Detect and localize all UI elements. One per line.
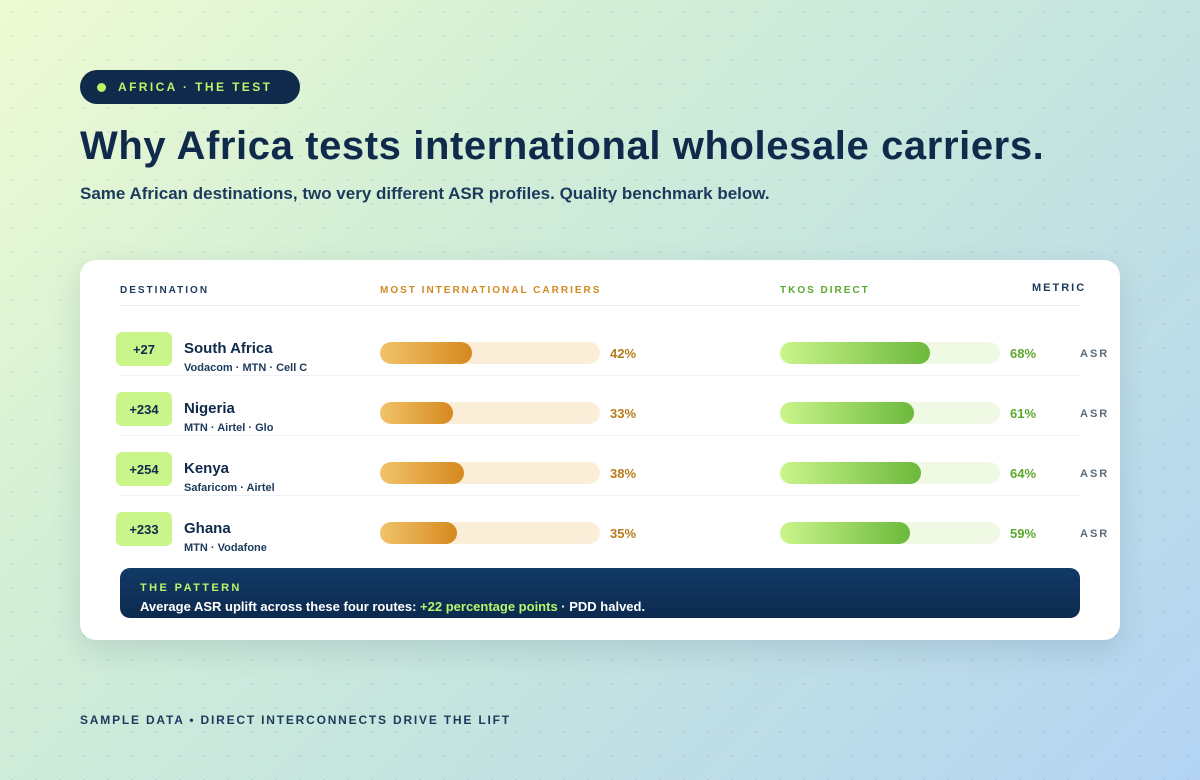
tkos-direct-value: 61%	[1010, 406, 1037, 421]
operator-list: MTN · Airtel · Glo	[184, 422, 274, 434]
country-code-badge: +233	[116, 512, 172, 546]
most-carriers-bar-track	[380, 402, 600, 424]
metric-label: ASR	[1080, 468, 1110, 480]
tkos-direct-bar	[780, 522, 910, 544]
metric-label: ASR	[1080, 348, 1110, 360]
most-carriers-bar	[380, 402, 453, 424]
header-tkos-direct: TKOS DIRECT	[780, 285, 870, 296]
tkos-direct-bar-track	[780, 402, 1000, 424]
operator-list: Safaricom · Airtel	[184, 482, 275, 494]
tkos-direct-value: 68%	[1010, 346, 1037, 361]
footer-note: SAMPLE DATA • DIRECT INTERCONNECTS DRIVE…	[80, 713, 511, 727]
most-carriers-value: 35%	[610, 526, 637, 541]
operator-list: Vodacom · MTN · Cell C	[184, 362, 308, 374]
tkos-direct-bar-track	[780, 522, 1000, 544]
country-name: South Africa	[184, 340, 273, 357]
table-row: +233 Ghana MTN · Vodafone 35% 59% ASR	[80, 506, 1120, 566]
country-name: Kenya	[184, 460, 230, 477]
pattern-text: Average ASR uplift across these four rou…	[140, 599, 645, 614]
pattern-banner: THE PATTERN Average ASR uplift across th…	[120, 568, 1080, 618]
country-code-badge: +254	[116, 452, 172, 486]
country-name: Nigeria	[184, 400, 235, 417]
tkos-direct-bar-track	[780, 462, 1000, 484]
pattern-label: THE PATTERN	[140, 582, 242, 594]
most-carriers-bar	[380, 462, 464, 484]
benchmark-card: DESTINATION MOST INTERNATIONAL CARRIERS …	[80, 260, 1120, 640]
section-badge: AFRICA · THE TEST	[80, 70, 300, 104]
tkos-direct-bar	[780, 402, 915, 424]
most-carriers-bar	[380, 522, 457, 544]
tkos-direct-bar-track	[780, 342, 1000, 364]
most-carriers-value: 42%	[610, 346, 637, 361]
operator-list: MTN · Vodafone	[184, 542, 267, 554]
row-divider	[120, 495, 1080, 496]
most-carriers-value: 38%	[610, 466, 637, 481]
header-divider	[120, 305, 1080, 306]
row-divider	[120, 435, 1080, 436]
header-metric: METRIC	[1032, 282, 1087, 294]
most-carriers-bar	[380, 342, 473, 364]
pattern-text-before: Average ASR uplift across these four rou…	[140, 599, 421, 614]
header-most-carriers: MOST INTERNATIONAL CARRIERS	[380, 285, 602, 296]
table-row: +27 South Africa Vodacom · MTN · Cell C 42%…	[80, 326, 1120, 386]
row-divider	[120, 375, 1080, 376]
most-carriers-bar-track	[380, 522, 600, 544]
country-code-badge: +27	[116, 332, 172, 366]
table-row: +234 Nigeria MTN · Airtel · Glo 33% 61% ASR	[80, 386, 1120, 446]
pattern-text-after: · PDD halved.	[557, 599, 646, 614]
tkos-direct-bar	[780, 342, 930, 364]
country-code-badge: +234	[116, 392, 172, 426]
most-carriers-bar-track	[380, 342, 600, 364]
page-title: Why Africa tests international wholesale…	[80, 124, 1045, 168]
tkos-direct-value: 64%	[1010, 466, 1037, 481]
table-row: +254 Kenya Safaricom · Airtel 38% 64% ASR	[80, 446, 1120, 506]
badge-label: AFRICA · THE TEST	[118, 80, 273, 94]
most-carriers-value: 33%	[610, 406, 637, 421]
header-destination: DESTINATION	[120, 285, 210, 296]
most-carriers-bar-track	[380, 462, 600, 484]
page-subtitle: Same African destinations, two very diff…	[80, 184, 770, 203]
pattern-highlight: +22 percentage points	[420, 599, 558, 614]
metric-label: ASR	[1080, 528, 1110, 540]
metric-label: ASR	[1080, 408, 1110, 420]
tkos-direct-bar	[780, 462, 921, 484]
country-name: Ghana	[184, 520, 231, 537]
badge-dot-icon	[97, 82, 106, 92]
tkos-direct-value: 59%	[1010, 526, 1037, 541]
